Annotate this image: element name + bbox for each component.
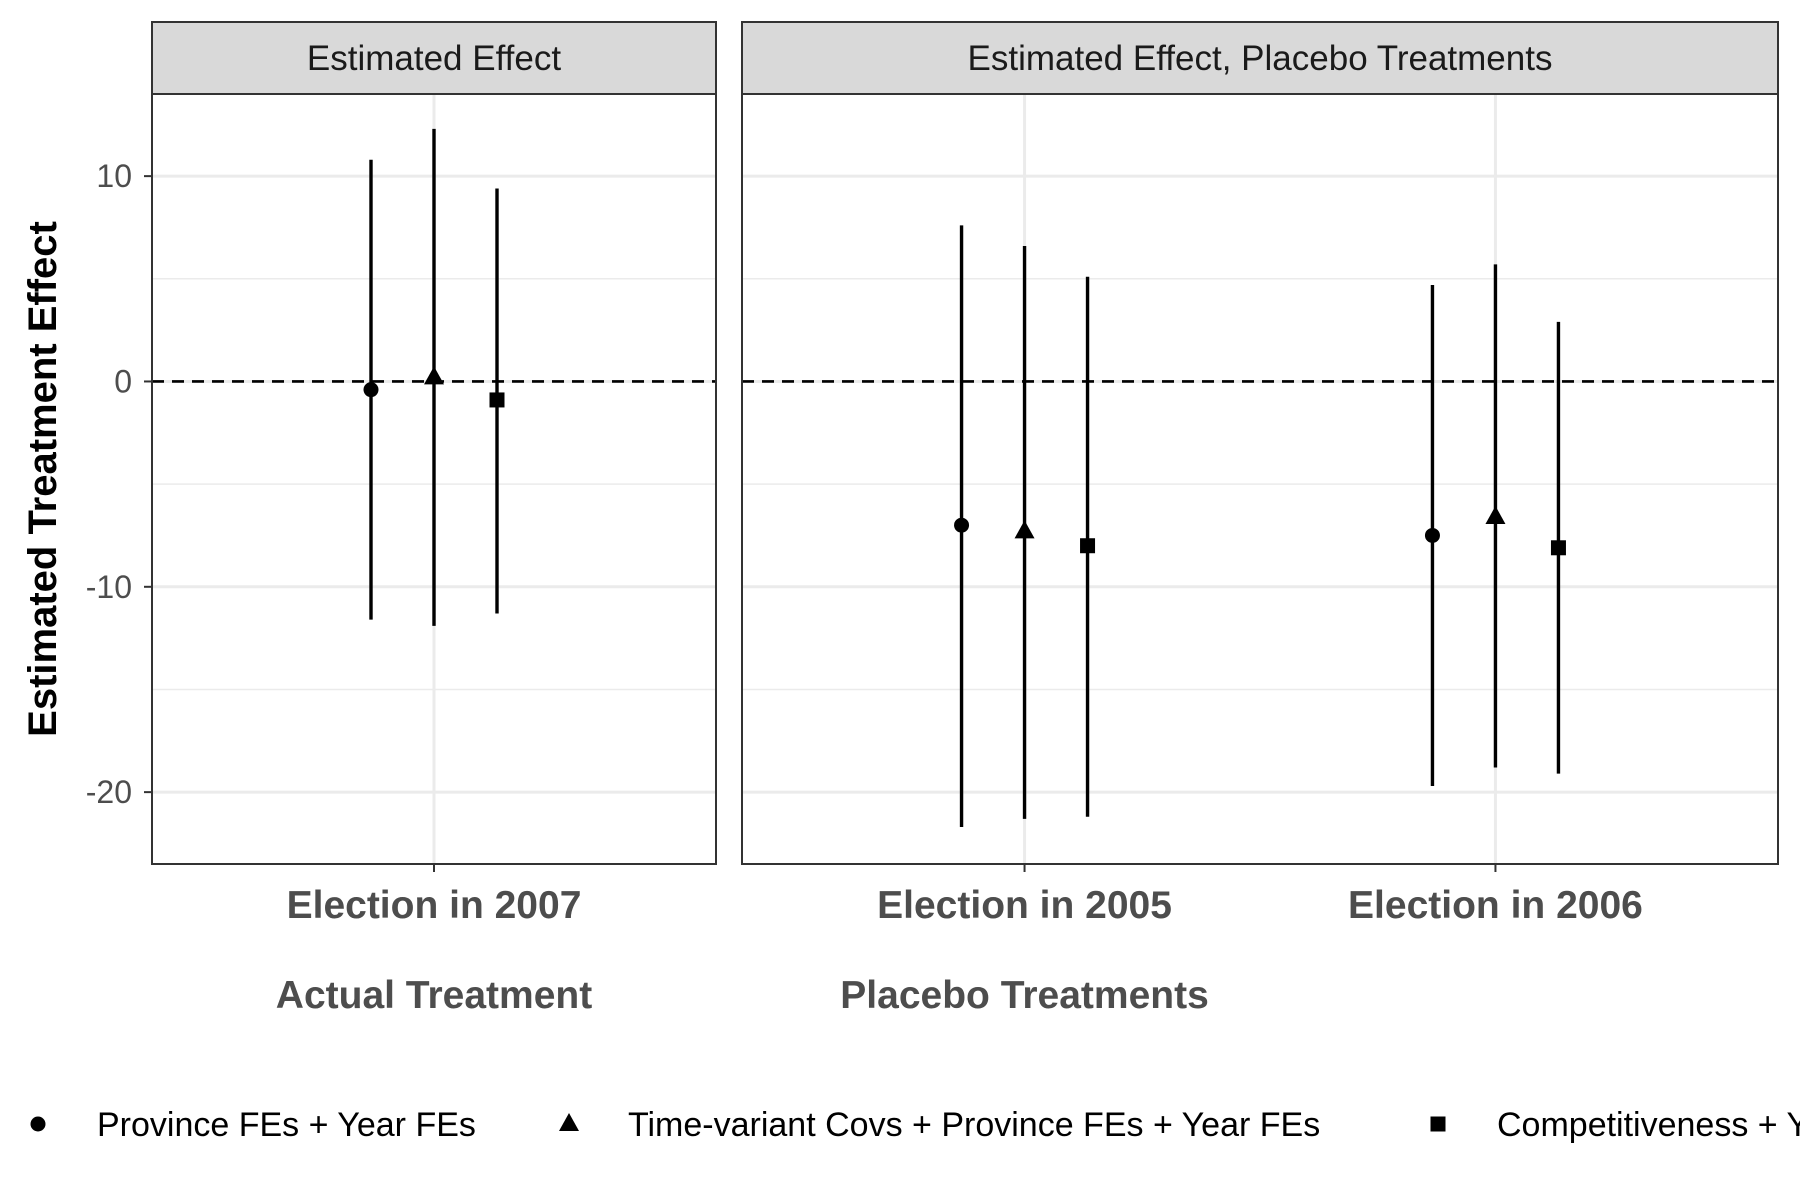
x-category-label: Election in 2007 — [287, 884, 582, 927]
legend-label: Time-variant Covs + Province FEs + Year … — [628, 1106, 1320, 1144]
y-tick-label: 0 — [114, 363, 132, 399]
legend-marker-triangle — [559, 1113, 579, 1131]
point-marker-square — [1080, 538, 1096, 554]
facet-strip-title: Estimated Effect — [307, 39, 561, 78]
legend-marker-square — [1430, 1116, 1446, 1132]
point-marker-square — [1550, 540, 1566, 556]
x-category-label: Election in 2005 — [877, 884, 1172, 927]
point-marker-square — [489, 392, 505, 408]
point-marker-circle — [1424, 527, 1440, 543]
group-label: Actual Treatment — [276, 974, 592, 1017]
y-tick-label: -20 — [86, 774, 132, 810]
y-tick-label: -10 — [86, 569, 132, 605]
facet-strip-title: Estimated Effect, Placebo Treatments — [968, 39, 1553, 78]
panel-background — [742, 94, 1778, 864]
point-marker-triangle — [1485, 505, 1506, 524]
y-tick-label: 10 — [96, 158, 132, 194]
panel-border — [741, 93, 1779, 865]
point-marker-triangle — [424, 366, 444, 385]
facet-strip — [151, 21, 717, 95]
facet-strip — [741, 21, 1779, 95]
legend-label: Province FEs + Year FEs — [97, 1106, 476, 1144]
legend-marker-circle — [30, 1116, 46, 1132]
point-marker-triangle — [1014, 520, 1035, 539]
legend-label: Competitiveness + Y — [1497, 1106, 1800, 1144]
point-marker-circle — [954, 517, 970, 533]
y-axis-title: Estimated Treatment Effect — [21, 221, 65, 737]
point-marker-circle — [363, 382, 379, 398]
x-category-label: Election in 2006 — [1348, 884, 1643, 927]
group-label: Placebo Treatments — [840, 974, 1208, 1017]
